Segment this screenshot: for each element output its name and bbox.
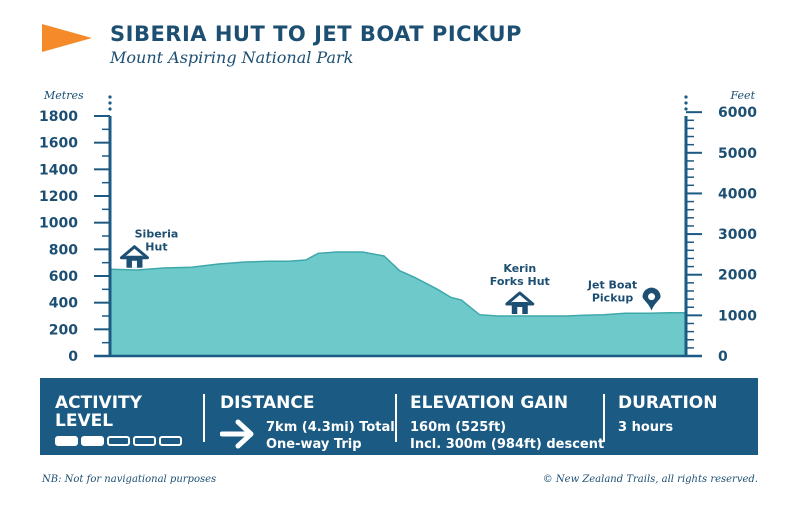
elevation-chart: Metres Feet 0 200 400 600 800 1000 1200 1400 1600 1… [39,89,757,365]
axis-dot [108,101,112,105]
duration-label: DURATION [618,393,718,413]
hut-icon [119,245,149,268]
activity-panel: ACTIVITY LEVEL [40,378,203,455]
activity-level-segment [133,436,156,446]
arrow-right-icon [220,419,254,449]
activity-label-line1: ACTIVITY [55,393,142,413]
marker-label: Jet Boat [587,279,637,292]
tick-label-left: 800 [49,242,78,258]
divider [203,394,205,442]
elevation-line [109,251,686,317]
activity-label: ACTIVITY LEVEL [55,394,142,430]
tick-label-left: 200 [49,322,78,338]
elevation-label: ELEVATION GAIN [410,393,569,413]
tick-label-left: 600 [49,269,78,285]
page-subtitle: Mount Aspiring National Park [110,48,354,67]
marker-label: Pickup [592,292,633,305]
axis-dot [684,95,688,99]
duration-value: 3 hours [618,420,674,435]
tick-label-left: 0 [68,349,78,365]
tick-label-left: 1800 [39,109,78,125]
divider [603,394,605,442]
tick-label-right: 6000 [718,105,757,121]
tick-label-right: 2000 [718,268,757,284]
y-axis-label-right: Feet [730,89,756,102]
disclaimer: NB: Not for navigational purposes [42,474,217,485]
tick-label-left: 1600 [39,136,78,152]
activity-level-segment [159,436,182,446]
copyright: © New Zealand Trails, all rights reserve… [542,474,758,485]
activity-level-meter [55,436,185,446]
axis-dot [684,101,688,105]
divider [395,394,397,442]
map-pin-icon [642,287,661,311]
page-title: SIBERIA HUT TO JET BOAT PICKUP [110,22,522,46]
activity-level-segment [107,436,130,446]
elevation-line2: Incl. 300m (984ft) descent [410,437,605,452]
tick-label-right: 1000 [718,308,757,324]
tick-label-right: 3000 [718,227,757,243]
flag-icon [42,24,92,52]
tick-label-left: 400 [49,296,78,312]
tick-label-right: 5000 [718,146,757,162]
marker-label: Kerin [503,262,536,275]
distance-line1: 7km (4.3mi) Total [266,420,395,435]
y-axis-label-left: Metres [43,89,84,102]
tick-label-right: 0 [718,349,728,365]
tick-label-left: 1200 [39,189,78,205]
activity-level-segment [81,436,104,446]
tick-label-left: 1000 [39,216,78,232]
elevation-line1: 160m (525ft) [410,420,507,435]
distance-line2: One-way Trip [266,437,362,452]
axis-dot [684,107,688,111]
distance-panel: DISTANCE 7km (4.3mi) Total One-way Trip [203,378,395,455]
hut-icon [505,291,535,314]
tick-label-left: 1400 [39,162,78,178]
marker-label: Forks Hut [490,275,550,288]
tick-label-right: 4000 [718,186,757,202]
stats-panel: ACTIVITY LEVEL DISTANCE 7km (4.3mi) Tota… [40,378,758,455]
activity-level-segment [55,436,78,446]
axis-dot [108,95,112,99]
elevation-panel: ELEVATION GAIN 160m (525ft) Incl. 300m (… [395,378,605,455]
duration-panel: DURATION 3 hours [603,378,758,455]
marker-label: Hut [145,241,167,254]
header: SIBERIA HUT TO JET BOAT PICKUP Mount Asp… [40,20,760,80]
marker-label: Siberia [135,228,179,241]
activity-label-line2: LEVEL [55,411,114,431]
distance-label: DISTANCE [220,393,315,413]
elevation-area [110,252,686,356]
axis-dot [108,107,112,111]
